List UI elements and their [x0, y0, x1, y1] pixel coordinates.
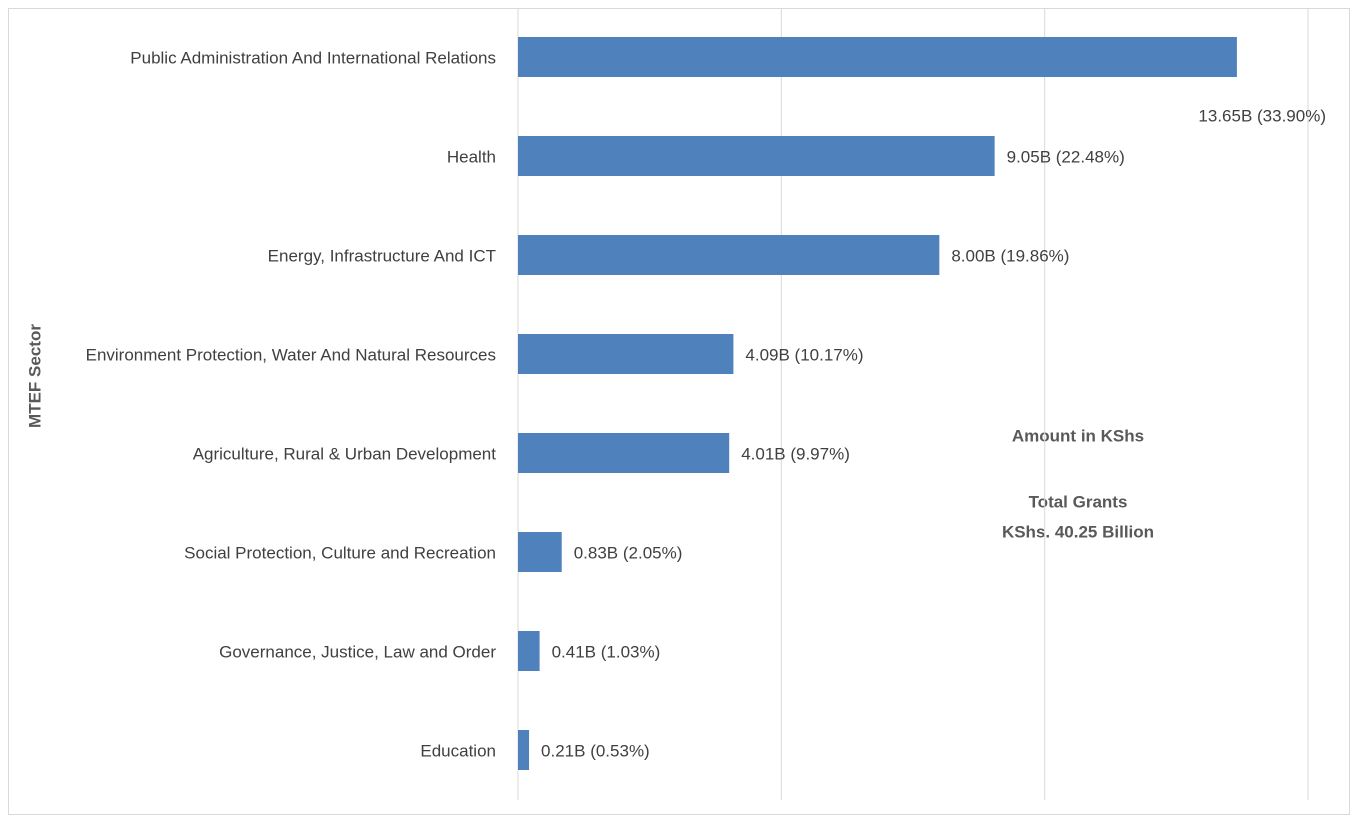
- data-label: 13.65B (33.90%): [1198, 106, 1326, 125]
- data-label: 4.09B (10.17%): [745, 345, 863, 364]
- annotation: Amount in KShs: [1012, 426, 1144, 445]
- data-label: 8.00B (19.86%): [951, 246, 1069, 265]
- bar: [518, 532, 562, 572]
- y-tick-label: Health: [447, 147, 496, 166]
- bar: [518, 37, 1237, 77]
- y-axis-label: MTEF Sector: [25, 324, 44, 428]
- y-tick-label: Energy, Infrastructure And ICT: [268, 246, 496, 265]
- y-tick-label: Governance, Justice, Law and Order: [219, 642, 496, 661]
- annotation: KShs. 40.25 Billion: [1002, 522, 1154, 541]
- y-tick-label: Education: [420, 741, 496, 760]
- y-tick-label: Public Administration And International …: [130, 48, 496, 67]
- data-label: 4.01B (9.97%): [741, 444, 850, 463]
- data-label: 9.05B (22.48%): [1007, 147, 1125, 166]
- chart-border: [8, 8, 1350, 815]
- bar: [518, 136, 995, 176]
- bar: [518, 631, 540, 671]
- annotation: Total Grants: [1029, 492, 1128, 511]
- data-label: 0.83B (2.05%): [574, 543, 683, 562]
- bar: [518, 433, 730, 473]
- data-label: 0.41B (1.03%): [552, 642, 661, 661]
- data-label: 0.21B (0.53%): [541, 741, 650, 760]
- bar: [518, 334, 734, 374]
- y-tick-label: Agriculture, Rural & Urban Development: [193, 444, 497, 463]
- y-tick-label: Environment Protection, Water And Natura…: [86, 345, 496, 364]
- y-tick-label: Social Protection, Culture and Recreatio…: [184, 543, 496, 562]
- bar: [518, 730, 530, 770]
- bar: [518, 235, 940, 275]
